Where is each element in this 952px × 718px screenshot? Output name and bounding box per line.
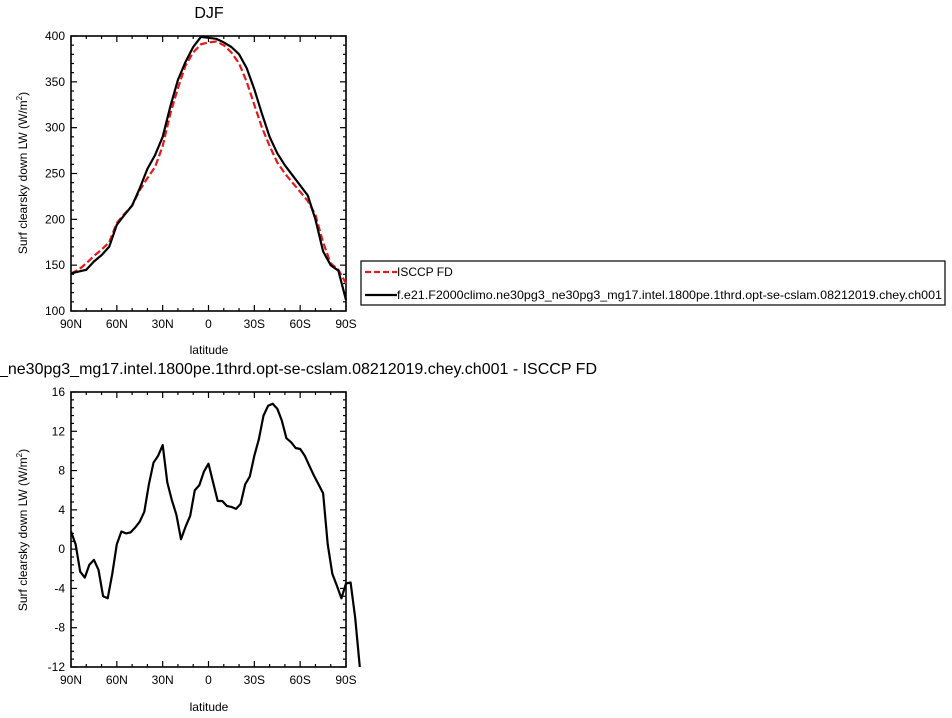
bottom-ytick-label: 8 [58, 464, 65, 478]
top-ytick-label: 100 [45, 304, 65, 318]
legend-label-isccp: ISCCP FD [397, 265, 453, 279]
bottom-ytick-label: 12 [52, 424, 66, 438]
top-xtick-label: 0 [205, 317, 212, 331]
bottom-xtick-label: 60S [289, 673, 310, 687]
top-plot-frame [70, 35, 347, 312]
bottom-xtick-label: 90N [60, 673, 82, 687]
bottom-ytick-label: -4 [54, 581, 65, 595]
bottom-y-axis-label: Surf clearsky down LW (W/m2) [15, 449, 30, 611]
top-xtick-label: 90N [60, 317, 82, 331]
top-ytick-label: 350 [45, 75, 65, 89]
top-ytick-label: 150 [45, 258, 65, 272]
top-panel: DJF 100 150 200 250 300 350 400 90N 60N 30N 0 30S 6… [15, 5, 357, 357]
bottom-chart-title: f.e21.F2000climo.ne30pg3_ne30pg3_mg17.in… [0, 361, 597, 378]
top-y-axis-label: Surf clearsky down LW (W/m2) [15, 92, 30, 254]
top-series-lines [70, 35, 348, 301]
bottom-xtick-label: 60N [106, 673, 128, 687]
bottom-ytick-label: 4 [58, 503, 65, 517]
legend-label-model: f.e21.F2000climo.ne30pg3_ne30pg3_mg17.in… [397, 288, 942, 302]
bottom-x-tick-labels: 90N 60N 30N 0 30S 60S 90S [60, 673, 357, 687]
top-y-tick-labels: 100 150 200 250 300 350 400 [45, 29, 65, 318]
bottom-ytick-label: -8 [54, 621, 65, 635]
top-ytick-label: 400 [45, 29, 65, 43]
bottom-xtick-label: 30S [244, 673, 265, 687]
bottom-plot-frame [70, 391, 347, 668]
bottom-panel: f.e21.F2000climo.ne30pg3_ne30pg3_mg17.in… [0, 361, 597, 714]
legend: ISCCP FD f.e21.F2000climo.ne30pg3_ne30pg… [360, 260, 946, 306]
top-xtick-label: 30N [152, 317, 174, 331]
bottom-axis-ticks [70, 391, 347, 668]
top-series-line-1 [70, 35, 348, 301]
bottom-xtick-label: 0 [205, 673, 212, 687]
bottom-series-lines [69, 402, 361, 668]
top-xtick-label: 30S [244, 317, 265, 331]
bottom-ytick-label: 16 [52, 385, 66, 399]
top-xtick-label: 60S [289, 317, 310, 331]
top-chart-title: DJF [194, 5, 224, 22]
legend-box [360, 260, 946, 306]
top-ytick-label: 300 [45, 121, 65, 135]
top-xtick-label: 90S [335, 317, 356, 331]
top-series-line-0 [70, 40, 347, 285]
bottom-xtick-label: 30N [152, 673, 174, 687]
top-x-tick-labels: 90N 60N 30N 0 30S 60S 90S [60, 317, 357, 331]
top-ytick-label: 200 [45, 212, 65, 226]
bottom-x-axis-label: latitude [190, 700, 229, 714]
bottom-ytick-label: 0 [58, 542, 65, 556]
bottom-series-line-0 [69, 402, 361, 668]
top-x-axis-label: latitude [190, 343, 229, 357]
top-axis-ticks [70, 35, 347, 312]
bottom-ytick-label: -12 [48, 660, 66, 674]
bottom-y-tick-labels: -12 -8 -4 0 4 8 12 16 [48, 385, 66, 674]
top-xtick-label: 60N [106, 317, 128, 331]
bottom-xtick-label: 90S [335, 673, 356, 687]
top-ytick-label: 250 [45, 167, 65, 181]
